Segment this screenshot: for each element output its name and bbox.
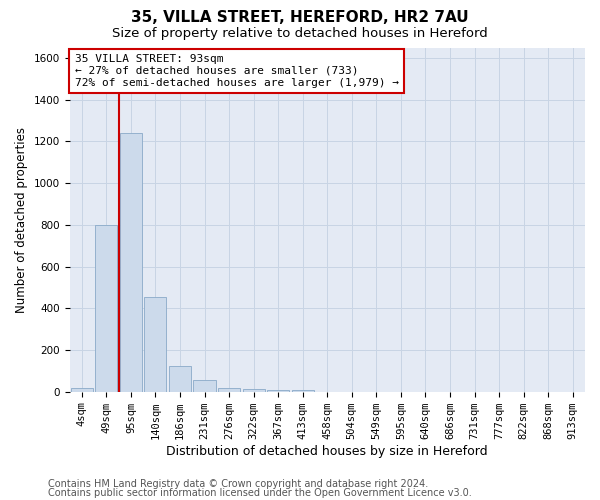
Bar	[267, 390, 289, 392]
Text: Contains HM Land Registry data © Crown copyright and database right 2024.: Contains HM Land Registry data © Crown c…	[48, 479, 428, 489]
Bar	[218, 388, 240, 392]
Bar	[120, 133, 142, 392]
Bar	[242, 388, 265, 392]
Bar	[145, 297, 166, 392]
Bar	[169, 366, 191, 392]
X-axis label: Distribution of detached houses by size in Hereford: Distribution of detached houses by size …	[166, 444, 488, 458]
Text: Size of property relative to detached houses in Hereford: Size of property relative to detached ho…	[112, 28, 488, 40]
Y-axis label: Number of detached properties: Number of detached properties	[15, 126, 28, 312]
Bar	[193, 380, 215, 392]
Bar	[292, 390, 314, 392]
Text: Contains public sector information licensed under the Open Government Licence v3: Contains public sector information licen…	[48, 488, 472, 498]
Text: 35, VILLA STREET, HEREFORD, HR2 7AU: 35, VILLA STREET, HEREFORD, HR2 7AU	[131, 10, 469, 25]
Bar	[95, 225, 118, 392]
Text: 35 VILLA STREET: 93sqm
← 27% of detached houses are smaller (733)
72% of semi-de: 35 VILLA STREET: 93sqm ← 27% of detached…	[74, 54, 398, 88]
Bar	[71, 388, 93, 392]
